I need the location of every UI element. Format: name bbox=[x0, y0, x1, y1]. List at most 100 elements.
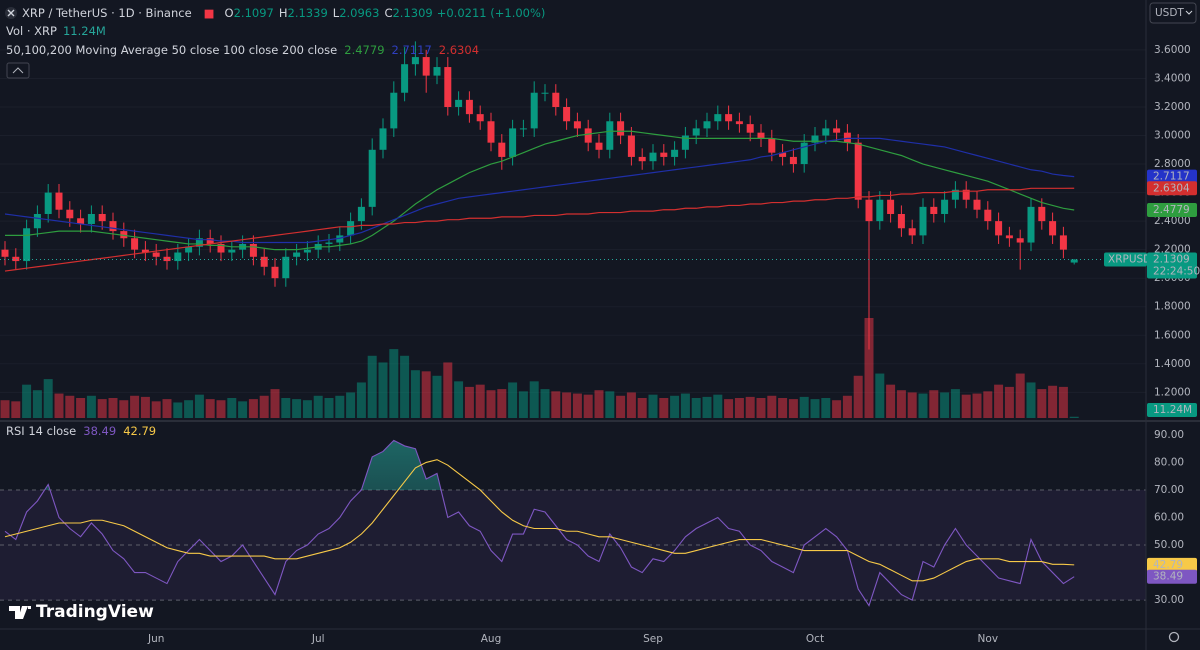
collapse-button[interactable] bbox=[6, 62, 30, 79]
candle-body bbox=[476, 114, 484, 122]
price-tick-label: 1.4000 bbox=[1154, 358, 1191, 370]
ma-badge: 2.6304 bbox=[1153, 182, 1190, 194]
candle-body bbox=[681, 135, 689, 150]
candle-body bbox=[336, 235, 344, 243]
candle-body bbox=[671, 149, 679, 157]
volume-bar bbox=[799, 396, 809, 418]
ma-badge: 2.4779 bbox=[1153, 204, 1190, 216]
candle-body bbox=[444, 67, 452, 107]
candle-body bbox=[498, 142, 506, 157]
volume-bar bbox=[497, 389, 507, 418]
volume-bar bbox=[140, 396, 150, 418]
volume-legend: Vol · XRP 11.24M bbox=[6, 24, 106, 38]
ma-legend-value: 2.4779 bbox=[344, 43, 384, 57]
rsi-line bbox=[4, 459, 1075, 582]
volume-bar bbox=[724, 399, 734, 418]
candle-body bbox=[206, 238, 214, 244]
rsi-title: RSI 14 close bbox=[6, 424, 76, 438]
volume-bar bbox=[832, 400, 842, 418]
volume-bar bbox=[162, 399, 172, 418]
candle-body bbox=[757, 132, 765, 139]
candle-body bbox=[87, 213, 95, 224]
volume-bar bbox=[119, 400, 129, 418]
candle-body bbox=[768, 138, 776, 153]
volume-bar bbox=[356, 382, 366, 418]
volume-bar bbox=[173, 402, 183, 418]
candle-body bbox=[822, 128, 830, 136]
candle-body bbox=[919, 206, 927, 236]
volume-bar bbox=[259, 395, 269, 418]
ohlc-value: 2.1097 bbox=[234, 6, 274, 20]
volume-bar bbox=[1004, 386, 1014, 418]
volume-bar bbox=[324, 398, 334, 418]
candle-body bbox=[66, 209, 74, 219]
candle-body bbox=[552, 92, 560, 107]
volume-bar bbox=[313, 395, 323, 418]
candle-body bbox=[282, 256, 290, 279]
ma-legend-value: 2.7117 bbox=[392, 43, 432, 57]
volume-bar bbox=[637, 398, 647, 418]
candle-body bbox=[1027, 206, 1035, 243]
candle-body bbox=[185, 246, 193, 253]
moving-average-line bbox=[4, 187, 1075, 272]
rsi-tick-label: 70.00 bbox=[1154, 484, 1184, 496]
candle-body bbox=[595, 142, 603, 150]
candle-body bbox=[984, 209, 992, 222]
ma-badge-bg bbox=[1147, 203, 1197, 218]
collapse-arrow bbox=[12, 67, 24, 74]
rsi-badge: 38.49 bbox=[1153, 571, 1183, 583]
candle-body bbox=[995, 221, 1003, 236]
volume-bar bbox=[864, 318, 874, 418]
volume-bar bbox=[22, 384, 32, 418]
time-tick-label: Sep bbox=[643, 633, 663, 645]
price-tick-label: 1.6000 bbox=[1154, 329, 1191, 341]
volume-bar bbox=[702, 396, 712, 418]
candle-body bbox=[714, 114, 722, 122]
volume-bar bbox=[302, 400, 312, 418]
currency-button[interactable] bbox=[1149, 2, 1197, 24]
candle-body bbox=[141, 249, 149, 253]
candle-body bbox=[649, 152, 657, 162]
candle-body bbox=[951, 189, 959, 200]
volume-title: Vol · XRP bbox=[6, 24, 57, 38]
time-tick-label: Nov bbox=[978, 633, 999, 645]
candle-body bbox=[789, 156, 797, 165]
volume-bar bbox=[767, 395, 777, 418]
volume-bar bbox=[929, 390, 939, 418]
volume-bar bbox=[1015, 373, 1025, 418]
volume-bar bbox=[1037, 389, 1047, 418]
volume-bar bbox=[184, 400, 194, 418]
candle-body bbox=[293, 252, 301, 257]
volume-bar bbox=[130, 395, 140, 418]
rsi-legend-value: 42.79 bbox=[123, 424, 156, 438]
volume-bar bbox=[292, 399, 302, 418]
currency-arrow bbox=[1185, 10, 1193, 15]
ma-legend-value: 2.6304 bbox=[439, 43, 479, 57]
rsi-tick-label: 60.00 bbox=[1154, 511, 1184, 523]
volume-bar bbox=[443, 362, 453, 418]
time-tick-label: Aug bbox=[481, 633, 502, 645]
candle-body bbox=[217, 243, 225, 253]
volume-bar bbox=[734, 398, 744, 418]
candle-body bbox=[973, 199, 981, 210]
symbol-title: XRP / TetherUS · 1D · Binance bbox=[22, 6, 192, 20]
volume-bar bbox=[1069, 416, 1079, 418]
candle-body bbox=[44, 192, 52, 214]
candle-body bbox=[573, 121, 581, 129]
candle-body bbox=[131, 238, 139, 250]
settings-icon[interactable] bbox=[1168, 631, 1180, 643]
ohlc: O2.1097 H2.1339 L2.0963 C2.1309 bbox=[225, 6, 433, 20]
volume-bar bbox=[842, 395, 852, 418]
volume-bar bbox=[648, 394, 658, 418]
candle-body bbox=[1016, 238, 1024, 243]
volume-bar bbox=[1026, 382, 1036, 418]
candle-body bbox=[865, 199, 873, 222]
price-tick-label: 1.2000 bbox=[1154, 386, 1191, 398]
candle-body bbox=[357, 206, 365, 222]
ohlc-label: C bbox=[384, 6, 392, 20]
rsi-line bbox=[4, 439, 1075, 607]
price-tick-label: 1.8000 bbox=[1154, 301, 1191, 313]
volume-badge: 11.24M bbox=[1153, 404, 1192, 416]
